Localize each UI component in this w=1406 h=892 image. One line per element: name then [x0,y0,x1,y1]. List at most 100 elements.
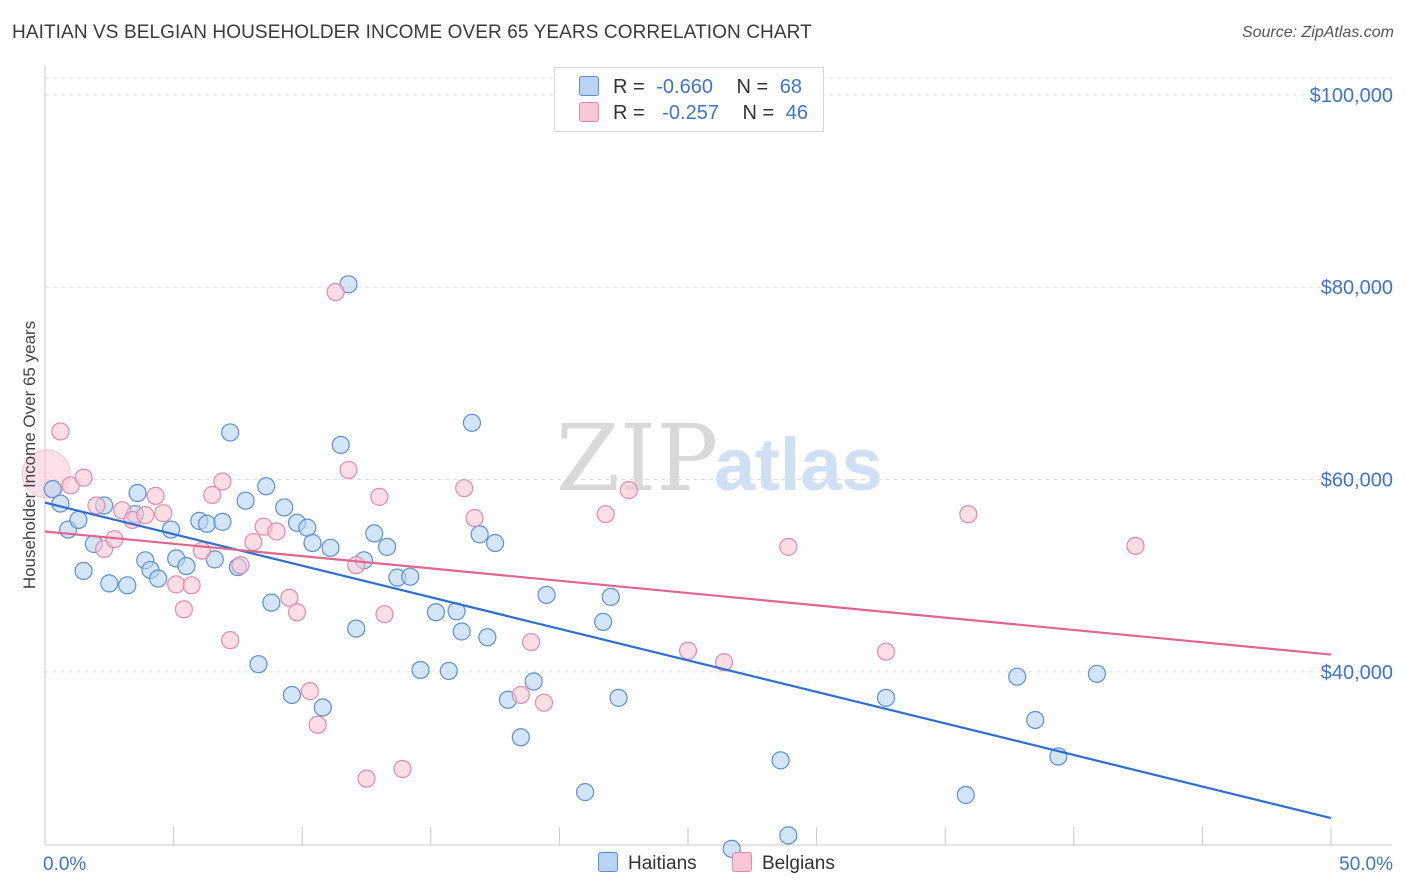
legend-row-belgians: R = -0.257 N = 46 [579,102,808,128]
haitians-n-value: 68 [779,76,803,98]
haitian-point [282,685,302,705]
belgians-r-value: -0.257 [662,102,719,124]
haitian-point [426,603,446,622]
haitians-r-label: R = [613,76,645,98]
haitian-point [486,533,505,553]
haitian-point [347,619,366,638]
haitian-point [576,783,595,802]
haitian-point [249,655,268,674]
belgian-point [308,715,327,734]
belgians-legend-swatch [731,852,752,872]
legend-item-belgians: Belgians [731,852,835,875]
haitian-point [43,480,62,499]
legend-item-haitians: Haitians [598,852,697,875]
haitian-point [69,510,88,530]
belgian-point [619,481,638,500]
haitians-r-value: -0.660 [656,76,713,98]
belgian-point [534,693,554,712]
haitian-point [118,576,137,595]
trend-lines [44,501,1332,820]
belgian-point [339,460,358,480]
haitian-point [956,785,975,805]
haitian-point [594,612,613,631]
haitian-point [100,574,119,593]
belgian-point [231,556,250,575]
y-tick-label: $100,000 [1310,85,1393,107]
tick-labels: $40,000 $60,000 $80,000 $100,000 0.0% 50.0% [43,85,1393,875]
belgian-point [455,479,474,498]
haitian-point [609,688,628,707]
haitian-point [771,751,790,770]
belgian-point [203,485,222,505]
belgian-point [174,600,193,619]
haitian-point [51,494,70,513]
haitian-point [177,556,196,576]
haitian-point [401,567,420,586]
watermark-zip: ZIP [556,405,718,512]
legend-row-haitians: R = -0.660 N = 68 [579,76,802,102]
belgians-legend-label: Belgians [761,853,835,874]
belgian-point [51,422,70,441]
y-tick-label: $40,000 [1321,662,1393,684]
haitian-point [470,525,489,544]
haitian-point [149,569,168,588]
belgian-point [213,472,232,491]
haitian-point [205,550,224,569]
belgian-point [221,631,240,650]
haitian-point [537,585,556,605]
belgian-point [167,575,186,594]
haitian-point [876,688,896,707]
watermark-atlas: atlas [714,423,883,506]
belgian-point [287,603,307,622]
haitian-point [221,423,240,442]
series-legend: Haitians Belgians [598,852,865,875]
haitian-point [313,698,332,717]
belgian-point [347,556,366,575]
belgian-point [182,576,201,595]
haitian-point [411,660,430,680]
belgian-point [280,588,299,607]
haitian-point [524,672,543,691]
haitian-point [511,728,530,747]
belgian-point [522,632,541,652]
belgian-point [154,504,173,523]
y-tick-label: $80,000 [1321,277,1393,299]
belgians-n-value: 46 [785,102,809,124]
haitian-point [779,826,798,845]
haitian-point [1008,667,1027,686]
haitian-point [452,622,471,641]
haitians-n-label: N = [736,76,769,98]
data-points [21,275,1145,858]
haitian-point [74,561,93,581]
haitian-point [462,413,482,432]
haitians-legend-label: Haitians [628,853,697,874]
x-tick-label: 50.0% [1339,854,1393,875]
haitian-point [303,533,322,553]
haitian-point [213,512,232,531]
haitian-point [1026,710,1045,730]
belgian-point [375,605,394,624]
belgian-point [244,532,263,552]
belgian-point [370,487,389,506]
belgian-point [678,641,698,660]
belgian-point [1126,536,1145,556]
stats-legend: R = -0.660 N = 68 R = -0.257 N = 46 [554,67,824,132]
haitian-point [478,628,497,647]
belgian-point [136,506,155,525]
chart-title: HAITIAN VS BELGIAN HOUSEHOLDER INCOME OV… [12,22,812,43]
haitian-point [128,483,147,503]
belgians-swatch [579,102,599,122]
belgian-point [596,505,615,524]
belgian-point [357,769,376,788]
haitian-point [365,524,384,543]
belgian-point [300,682,320,701]
haitian-point [1087,664,1107,683]
belgian-point [192,541,211,560]
haitian-trend-line [44,501,1332,820]
belgian-point [714,653,734,672]
haitian-point [262,593,281,612]
belgian-point [876,642,896,661]
belgians-r-label: R = [613,102,645,124]
belgian-point [779,537,798,556]
